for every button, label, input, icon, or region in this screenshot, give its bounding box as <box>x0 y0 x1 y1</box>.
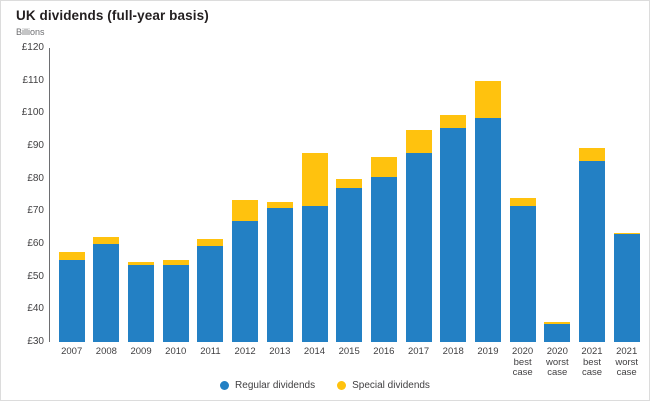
x-axis-label: 2020 best case <box>512 346 534 378</box>
bar-regular-2009 <box>128 265 155 342</box>
bar-special-2017 <box>405 129 432 153</box>
bar-special-2012 <box>232 199 259 222</box>
legend-swatch-regular-icon <box>220 381 230 390</box>
bar-regular-2020-best-case <box>509 206 536 342</box>
bar-special-2015 <box>336 178 363 189</box>
x-axis-label: 2021 best case <box>581 346 603 378</box>
bar-special-2019 <box>474 80 501 119</box>
chart-title: UK dividends (full-year basis) <box>16 8 209 23</box>
bar-special-2018 <box>440 114 467 129</box>
bar-regular-2010 <box>162 265 189 342</box>
y-axis-tick-label: £40 <box>27 303 44 315</box>
legend-label-regular: Regular dividends <box>235 380 316 391</box>
y-axis-tick-label: £120 <box>21 42 44 53</box>
bar-regular-2011 <box>197 245 224 342</box>
x-axis-label: 2007 <box>61 346 83 357</box>
legend-label-special: Special dividends <box>352 380 430 391</box>
x-axis-label: 2010 <box>165 346 187 357</box>
legend-item-regular: Regular dividends <box>220 380 315 391</box>
bar-regular-2018 <box>440 128 467 342</box>
bar-special-2020-best-case <box>509 198 536 207</box>
bar-special-2007 <box>58 252 85 261</box>
legend-item-special: Special dividends <box>337 380 430 391</box>
bar-regular-2015 <box>336 188 363 342</box>
bar-special-2020-worst-case <box>544 322 571 325</box>
y-axis-tick-label: £50 <box>27 270 44 282</box>
x-axis-label: 2013 <box>269 346 291 357</box>
x-axis-label: 2012 <box>234 346 256 357</box>
x-axis-label: 2018 <box>442 346 464 357</box>
y-axis-tick-label: £90 <box>27 140 44 151</box>
bar-regular-2014 <box>301 206 328 342</box>
bar-special-2016 <box>370 157 397 178</box>
bar-regular-2013 <box>266 208 293 342</box>
bar-regular-2016 <box>370 177 397 342</box>
bar-special-2014 <box>301 152 328 207</box>
x-axis-label: 2008 <box>95 346 117 357</box>
y-axis-tick-label: £60 <box>27 238 44 249</box>
x-axis-label: 2015 <box>338 346 360 357</box>
chart-unit-label: Billions <box>16 27 45 37</box>
x-axis-label: 2014 <box>303 346 326 357</box>
y-axis <box>49 48 50 342</box>
bar-regular-2007 <box>58 260 85 342</box>
bar-special-2021-best-case <box>579 147 605 161</box>
bar-regular-2019 <box>474 118 501 342</box>
legend-swatch-special-icon <box>337 381 347 390</box>
bar-special-2010 <box>162 260 189 266</box>
bar-regular-2021-best-case <box>579 160 605 342</box>
x-axis-label: 2017 <box>407 346 430 357</box>
x-axis-label: 2019 <box>477 346 499 357</box>
y-axis-tick-label: £30 <box>27 336 44 347</box>
bar-special-2013 <box>266 201 293 209</box>
bar-regular-2008 <box>93 244 120 342</box>
bar-regular-2017 <box>405 152 432 342</box>
legend: Regular dividends Special dividends <box>1 380 649 391</box>
y-axis-tick-label: £100 <box>21 107 44 119</box>
y-axis-tick-label: £110 <box>22 74 44 86</box>
bar-special-2009 <box>128 261 155 266</box>
x-axis-label: 2021 worst case <box>615 346 639 378</box>
x-axis-label: 2009 <box>130 346 152 357</box>
bar-special-2021-worst-case <box>613 232 640 235</box>
y-axis-tick-label: £70 <box>27 205 44 217</box>
y-axis-tick-label: £80 <box>27 172 44 184</box>
bar-special-2008 <box>93 237 120 244</box>
bar-regular-2020-worst-case <box>544 324 571 342</box>
x-axis-label: 2020 worst case <box>545 346 569 378</box>
bar-regular-2021-worst-case <box>613 234 640 342</box>
x-axis-label: 2016 <box>373 346 395 357</box>
bar-regular-2012 <box>232 221 259 342</box>
bar-special-2011 <box>197 239 224 246</box>
x-axis-label: 2011 <box>200 346 221 357</box>
